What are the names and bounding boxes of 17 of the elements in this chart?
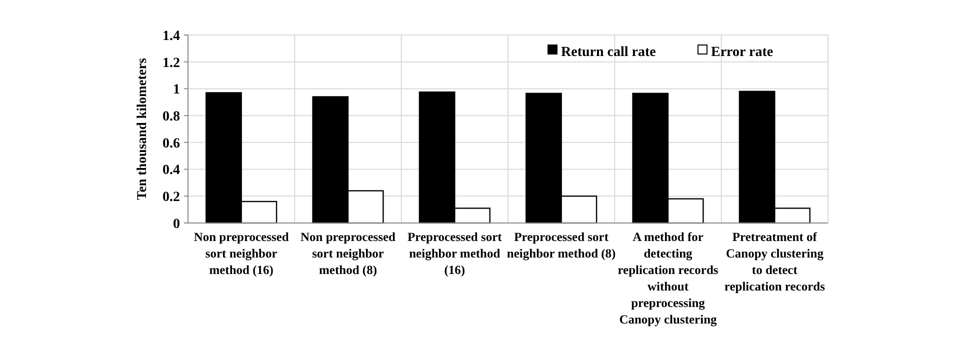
y-tick-label: 0.6: [162, 136, 180, 152]
x-tick-label: Preprocessed sort neighbor method (8): [506, 230, 616, 260]
x-tick-label: Pretreatment of Canopy clustering to detect replication records: [724, 230, 826, 294]
y-axis-title: Ten thousand kilometers: [134, 58, 149, 200]
y-tick-label: 1.4: [162, 28, 180, 44]
y-tick-label: 0.2: [162, 190, 180, 206]
y-tick-label: 0.8: [162, 109, 180, 124]
y-tick-label: 1.2: [162, 56, 180, 71]
y-tick-label: 0.4: [162, 163, 180, 178]
x-tick-label: Preprocessed sort neighbor method (16): [408, 230, 503, 277]
x-tick-label: Non preprocessed sort neighbor method (16): [194, 230, 289, 277]
x-tick-label: Non preprocessed sort neighbor method (8): [300, 230, 396, 277]
legend-label: Error rate: [711, 44, 774, 60]
legend-label: Return call rate: [561, 44, 656, 60]
x-tick-label: A method for detecting replication records without preprocessing Canopy clustering: [618, 230, 718, 326]
y-tick-label: 1: [173, 82, 180, 98]
y-tick-label: 0: [173, 216, 180, 232]
